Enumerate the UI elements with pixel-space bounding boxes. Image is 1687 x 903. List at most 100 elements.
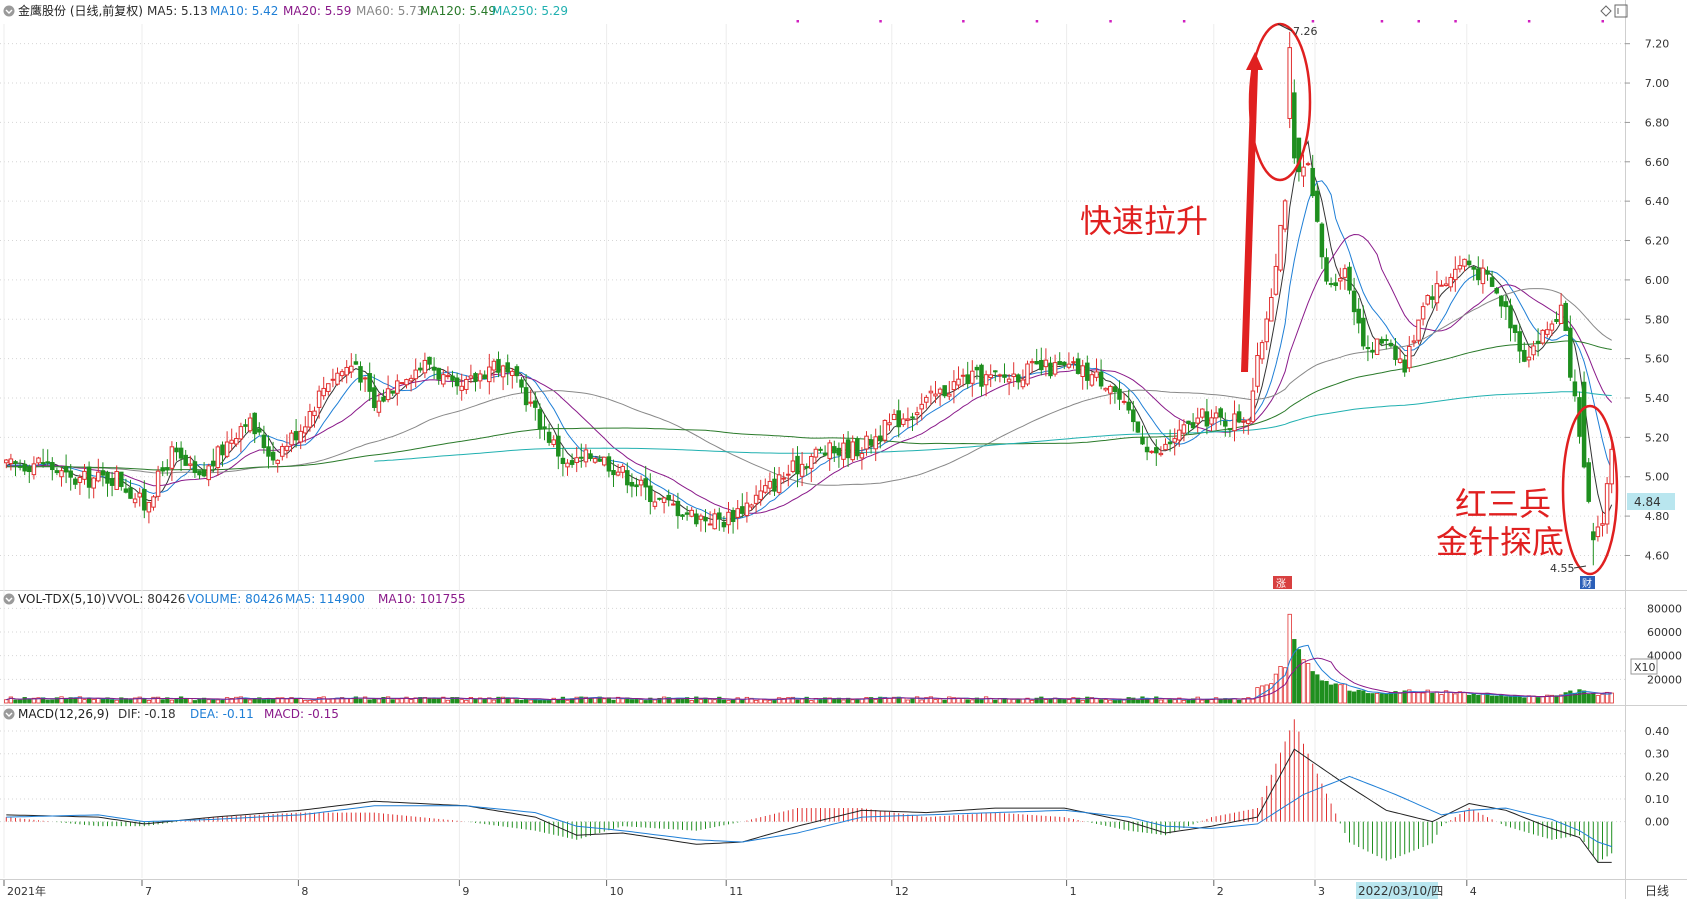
volume-bar bbox=[901, 697, 906, 704]
golden-needle-annotation: 金针探底 bbox=[1436, 523, 1564, 561]
candle-body bbox=[178, 447, 184, 459]
candle-body bbox=[845, 439, 851, 459]
volume-bar bbox=[1213, 697, 1219, 704]
finance-badge[interactable] bbox=[1580, 576, 1595, 589]
candle-body bbox=[694, 513, 699, 525]
candle-body bbox=[1117, 388, 1122, 400]
month-label: 8 bbox=[301, 885, 308, 898]
volume-bar bbox=[1568, 690, 1573, 704]
candle-body bbox=[298, 430, 303, 443]
price-tick-label: 6.20 bbox=[1645, 235, 1670, 248]
volume-bar bbox=[1057, 698, 1062, 704]
candle-body bbox=[376, 400, 382, 413]
candle-body bbox=[137, 492, 142, 498]
candle-body bbox=[321, 387, 326, 397]
volume-bar bbox=[17, 699, 23, 704]
volume-ma10-line bbox=[6, 657, 1612, 701]
candle-body bbox=[1600, 523, 1605, 526]
candle-body bbox=[1347, 266, 1352, 291]
candle-body bbox=[625, 470, 630, 486]
candle-body bbox=[1246, 419, 1251, 425]
volume-bar bbox=[132, 697, 138, 704]
candle-body bbox=[390, 390, 395, 394]
candle-body bbox=[1269, 296, 1274, 322]
candle-body bbox=[1374, 338, 1380, 355]
volume-bar bbox=[537, 699, 543, 704]
candle-body bbox=[1149, 450, 1154, 453]
main-legend-title: 金鹰股份 (日线,前复权) bbox=[18, 3, 143, 18]
candle-body bbox=[873, 436, 878, 450]
candle-body bbox=[689, 509, 694, 517]
volume-bar bbox=[436, 698, 441, 704]
volume-bar bbox=[326, 698, 331, 704]
period-label[interactable]: 日线 bbox=[1645, 884, 1669, 898]
candle-body bbox=[1144, 446, 1150, 453]
candle-body bbox=[1048, 362, 1053, 377]
candle-body bbox=[749, 504, 754, 508]
ma20-line bbox=[6, 233, 1613, 514]
volume-bar bbox=[809, 700, 814, 704]
price-tick-label: 5.80 bbox=[1645, 313, 1670, 326]
candle-body bbox=[1131, 409, 1136, 423]
candle-body bbox=[257, 428, 262, 433]
volume-bar bbox=[684, 697, 690, 704]
cursor-date-label: 2022/03/10/四 bbox=[1358, 884, 1443, 898]
collapse-icon[interactable] bbox=[3, 593, 15, 605]
volume-bar bbox=[1250, 698, 1256, 704]
candle-body bbox=[905, 418, 911, 421]
candle-body bbox=[514, 366, 520, 377]
volume-bar bbox=[1089, 697, 1095, 704]
volume-bar bbox=[215, 699, 221, 704]
candle-body bbox=[1361, 317, 1366, 347]
candle-body bbox=[887, 422, 892, 426]
candle-body bbox=[289, 432, 294, 446]
candle-body bbox=[17, 465, 23, 468]
candle-body bbox=[786, 473, 791, 476]
candle-body bbox=[243, 424, 248, 427]
candle-body bbox=[1190, 422, 1196, 429]
candle-body bbox=[1177, 429, 1182, 441]
volume-bar bbox=[914, 696, 920, 704]
candle-body bbox=[758, 490, 763, 500]
volume-bar bbox=[891, 696, 897, 704]
candle-body bbox=[362, 377, 368, 380]
candle-body bbox=[418, 367, 423, 371]
candle-body bbox=[1094, 371, 1099, 378]
event-badge[interactable] bbox=[1273, 576, 1292, 589]
volume-bar bbox=[560, 696, 566, 704]
volume-bar bbox=[1517, 695, 1522, 704]
candle-body bbox=[1595, 526, 1601, 538]
candle-body bbox=[776, 474, 782, 493]
legend-vol-ma5: MA5: 114900 bbox=[285, 592, 365, 606]
price-tick-label: 7.00 bbox=[1645, 77, 1670, 90]
candle-body bbox=[1310, 167, 1315, 197]
candle-body bbox=[1485, 270, 1490, 275]
legend-ma60: MA60: 5.73 bbox=[356, 4, 424, 18]
volume-bar bbox=[1577, 689, 1582, 704]
candle-body bbox=[1273, 265, 1279, 295]
candle-body bbox=[4, 459, 9, 464]
volume-bar bbox=[1591, 693, 1596, 704]
candle-body bbox=[1167, 441, 1173, 445]
collapse-icon[interactable] bbox=[3, 708, 15, 720]
candle-body bbox=[404, 379, 409, 386]
candle-body bbox=[395, 380, 400, 394]
diamond-icon[interactable] bbox=[1600, 5, 1612, 17]
candle-body bbox=[505, 362, 510, 373]
candle-body bbox=[487, 366, 492, 383]
volume-bar bbox=[1108, 699, 1113, 704]
collapse-icon[interactable] bbox=[3, 5, 15, 17]
volume-bar bbox=[1448, 691, 1453, 704]
candle-body bbox=[597, 458, 602, 462]
candle-body bbox=[1531, 345, 1536, 356]
candle-body bbox=[1011, 373, 1016, 378]
candle-body bbox=[1517, 331, 1522, 352]
candle-body bbox=[339, 371, 345, 377]
volume-bar bbox=[841, 699, 846, 704]
volume-bar bbox=[252, 698, 257, 704]
top-highlight-circle bbox=[1248, 22, 1312, 182]
window-toggle-icon[interactable] bbox=[1614, 4, 1628, 18]
volume-bar bbox=[1407, 689, 1412, 704]
candle-body bbox=[1158, 452, 1164, 456]
